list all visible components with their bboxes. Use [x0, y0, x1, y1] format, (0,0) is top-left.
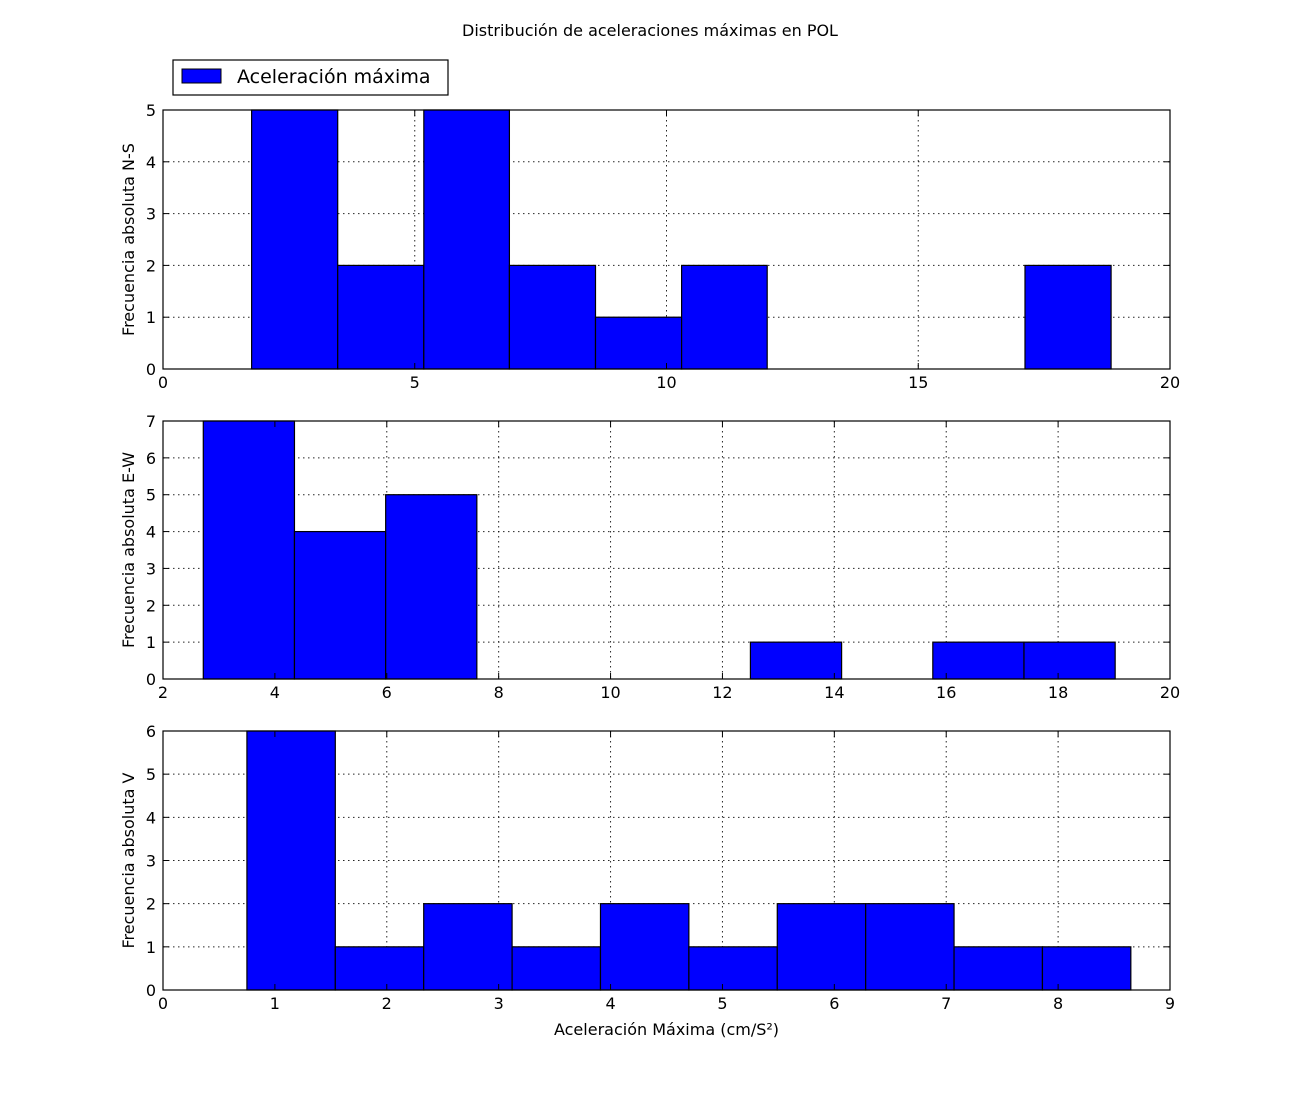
- subplot-3: 0 1 2 3 4 5 6 7 8 9 0 1 2 3 4 5 6 Frecuencia absoluta V Ac…: [119, 722, 1175, 1039]
- legend-swatch: [181, 68, 222, 84]
- y-tick-label: 4: [146, 523, 156, 542]
- y-tick-label: 1: [146, 633, 156, 652]
- figure-title: Distribución de aceleraciones máximas en…: [462, 21, 838, 40]
- histogram-bar: [932, 641, 1025, 680]
- histogram-bar: [334, 946, 425, 991]
- histogram-bar: [423, 903, 513, 991]
- x-tick-label: 2: [158, 683, 168, 702]
- histogram-bar: [865, 903, 955, 991]
- y-tick-label: 6: [146, 449, 156, 468]
- y-axis-label: Frecuencia absoluta N-S: [119, 143, 138, 336]
- x-tick-label: 18: [1048, 683, 1068, 702]
- histogram-bar: [776, 903, 867, 991]
- y-tick-label: 0: [146, 981, 156, 1000]
- x-tick-label: 3: [494, 994, 504, 1013]
- y-tick-label: 4: [146, 808, 156, 827]
- histogram-bar: [594, 316, 683, 370]
- histogram-bar: [1041, 946, 1132, 991]
- x-tick-label: 12: [712, 683, 732, 702]
- x-tick-label: 16: [936, 683, 956, 702]
- axes-frame: [162, 420, 1171, 680]
- histogram-bar: [385, 494, 478, 680]
- histogram-bar: [202, 420, 296, 680]
- y-tick-label: 5: [146, 765, 156, 784]
- x-tick-label: 5: [717, 994, 727, 1013]
- y-tick-label: 1: [146, 938, 156, 957]
- y-tick-label: 5: [146, 101, 156, 120]
- x-tick-label: 8: [1053, 994, 1063, 1013]
- x-tick-label: 10: [656, 373, 676, 392]
- x-tick-label: 15: [908, 373, 928, 392]
- y-tick-label: 2: [146, 596, 156, 615]
- histogram-bar: [1024, 264, 1112, 370]
- y-axis-label: Frecuencia absoluta V: [119, 772, 138, 948]
- x-tick-label: 9: [1165, 994, 1175, 1013]
- y-tick-label: 2: [146, 895, 156, 914]
- legend: Aceleración máxima: [172, 59, 449, 96]
- histogram-bar: [953, 946, 1044, 991]
- histogram-bar: [1023, 641, 1116, 680]
- subplot-1: 0 5 10 15 20 0 1 2 3 4 5 Frecuencia absoluta N-S: [119, 101, 1180, 392]
- legend-label: Aceleración máxima: [237, 66, 430, 88]
- x-tick-label: 6: [382, 683, 392, 702]
- histogram-bar: [599, 903, 690, 991]
- y-tick-label: 0: [146, 360, 156, 379]
- histogram-bar: [293, 530, 387, 680]
- x-tick-label: 4: [270, 683, 280, 702]
- histogram-bar: [688, 946, 778, 991]
- y-tick-label: 3: [146, 852, 156, 871]
- x-tick-label: 0: [158, 994, 168, 1013]
- y-axis-label: Frecuencia absoluta E-W: [119, 452, 138, 648]
- histogram-bar: [423, 109, 511, 370]
- histogram-bar: [337, 264, 425, 370]
- x-axis-label: Aceleración Máxima (cm/S²): [554, 1020, 779, 1039]
- x-tick-label: 7: [941, 994, 951, 1013]
- x-tick-label: 10: [600, 683, 620, 702]
- y-tick-label: 6: [146, 722, 156, 741]
- y-tick-label: 3: [146, 559, 156, 578]
- y-tick-label: 7: [146, 412, 156, 431]
- x-tick-label: 1: [270, 994, 280, 1013]
- y-tick-label: 4: [146, 153, 156, 172]
- histogram-bar: [511, 946, 602, 991]
- histogram-bar: [251, 109, 339, 370]
- x-tick-label: 0: [158, 373, 168, 392]
- y-tick-label: 1: [146, 308, 156, 327]
- x-tick-label: 20: [1160, 373, 1180, 392]
- y-tick-label: 2: [146, 256, 156, 275]
- histogram-bar: [246, 730, 336, 991]
- histogram-bar: [681, 264, 768, 370]
- histogram-bar: [749, 641, 843, 680]
- x-tick-label: 8: [494, 683, 504, 702]
- histogram-bar: [508, 264, 597, 370]
- x-tick-label: 4: [605, 994, 615, 1013]
- y-tick-label: 3: [146, 205, 156, 224]
- x-tick-label: 2: [382, 994, 392, 1013]
- y-tick-label: 5: [146, 486, 156, 505]
- x-tick-label: 14: [824, 683, 844, 702]
- x-tick-label: 20: [1160, 683, 1180, 702]
- x-tick-label: 6: [829, 994, 839, 1013]
- x-tick-label: 5: [410, 373, 420, 392]
- y-tick-label: 0: [146, 670, 156, 689]
